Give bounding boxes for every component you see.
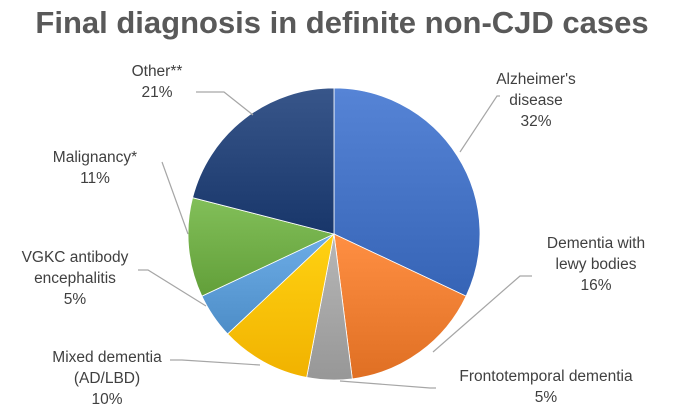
slice-value-label: 10% <box>91 391 122 408</box>
slice-name-label: Malignancy* <box>53 149 137 166</box>
slice-label-5: VGKC antibody encephalitis 5% <box>22 249 129 308</box>
slice-name-label: Frontotemporal dementia <box>459 368 633 385</box>
leader-line-3 <box>339 380 436 389</box>
slice-name-label: Dementia with <box>547 235 645 252</box>
slice-value-label: 11% <box>80 170 110 187</box>
leader-line-1 <box>459 95 500 153</box>
slice-name-label: (AD/LBD) <box>74 370 140 387</box>
slice-name-label: Mixed dementia <box>52 349 162 366</box>
slice-value-label: 5% <box>64 291 87 308</box>
slice-label-6: Malignancy* 11% <box>53 149 137 187</box>
leader-line-7 <box>196 91 254 116</box>
slice-name-label: Other** <box>132 63 183 80</box>
slice-name-label: encephalitis <box>34 270 116 287</box>
pie-slice-1 <box>333 87 481 297</box>
pie-slice-6 <box>187 197 336 297</box>
slice-value-label: 21% <box>141 84 172 101</box>
pie-slices <box>187 87 481 381</box>
slice-value-label: 32% <box>520 113 551 130</box>
slice-name-label: disease <box>509 92 562 109</box>
slice-label-7: Other** 21% <box>132 63 183 101</box>
slice-value-label: 16% <box>580 277 611 294</box>
leader-line-6 <box>161 161 189 235</box>
data-labels: Alzheimer's disease 32% Dementia with lewy b… <box>22 63 646 408</box>
pie-slice-2 <box>333 233 467 380</box>
pie-slice-7 <box>192 87 335 235</box>
slice-name-label: Alzheimer's <box>496 71 576 88</box>
slice-label-1: Alzheimer's disease 32% <box>496 71 576 130</box>
leader-line-4 <box>170 359 261 366</box>
leader-line-5 <box>138 269 207 307</box>
slice-label-2: Dementia with lewy bodies 16% <box>547 235 645 294</box>
slice-label-4: Mixed dementia (AD/LBD) 10% <box>52 349 162 408</box>
slice-label-3: Frontotemporal dementia 5% <box>459 368 633 406</box>
slice-name-label: lewy bodies <box>556 256 637 273</box>
chart-title: Final diagnosis in definite non-CJD case… <box>35 5 648 40</box>
slice-name-label: VGKC antibody <box>22 249 129 266</box>
leader-line-2 <box>432 275 532 353</box>
leader-lines <box>138 91 532 389</box>
slice-value-label: 5% <box>535 389 558 406</box>
pie-slice-4 <box>227 232 335 378</box>
